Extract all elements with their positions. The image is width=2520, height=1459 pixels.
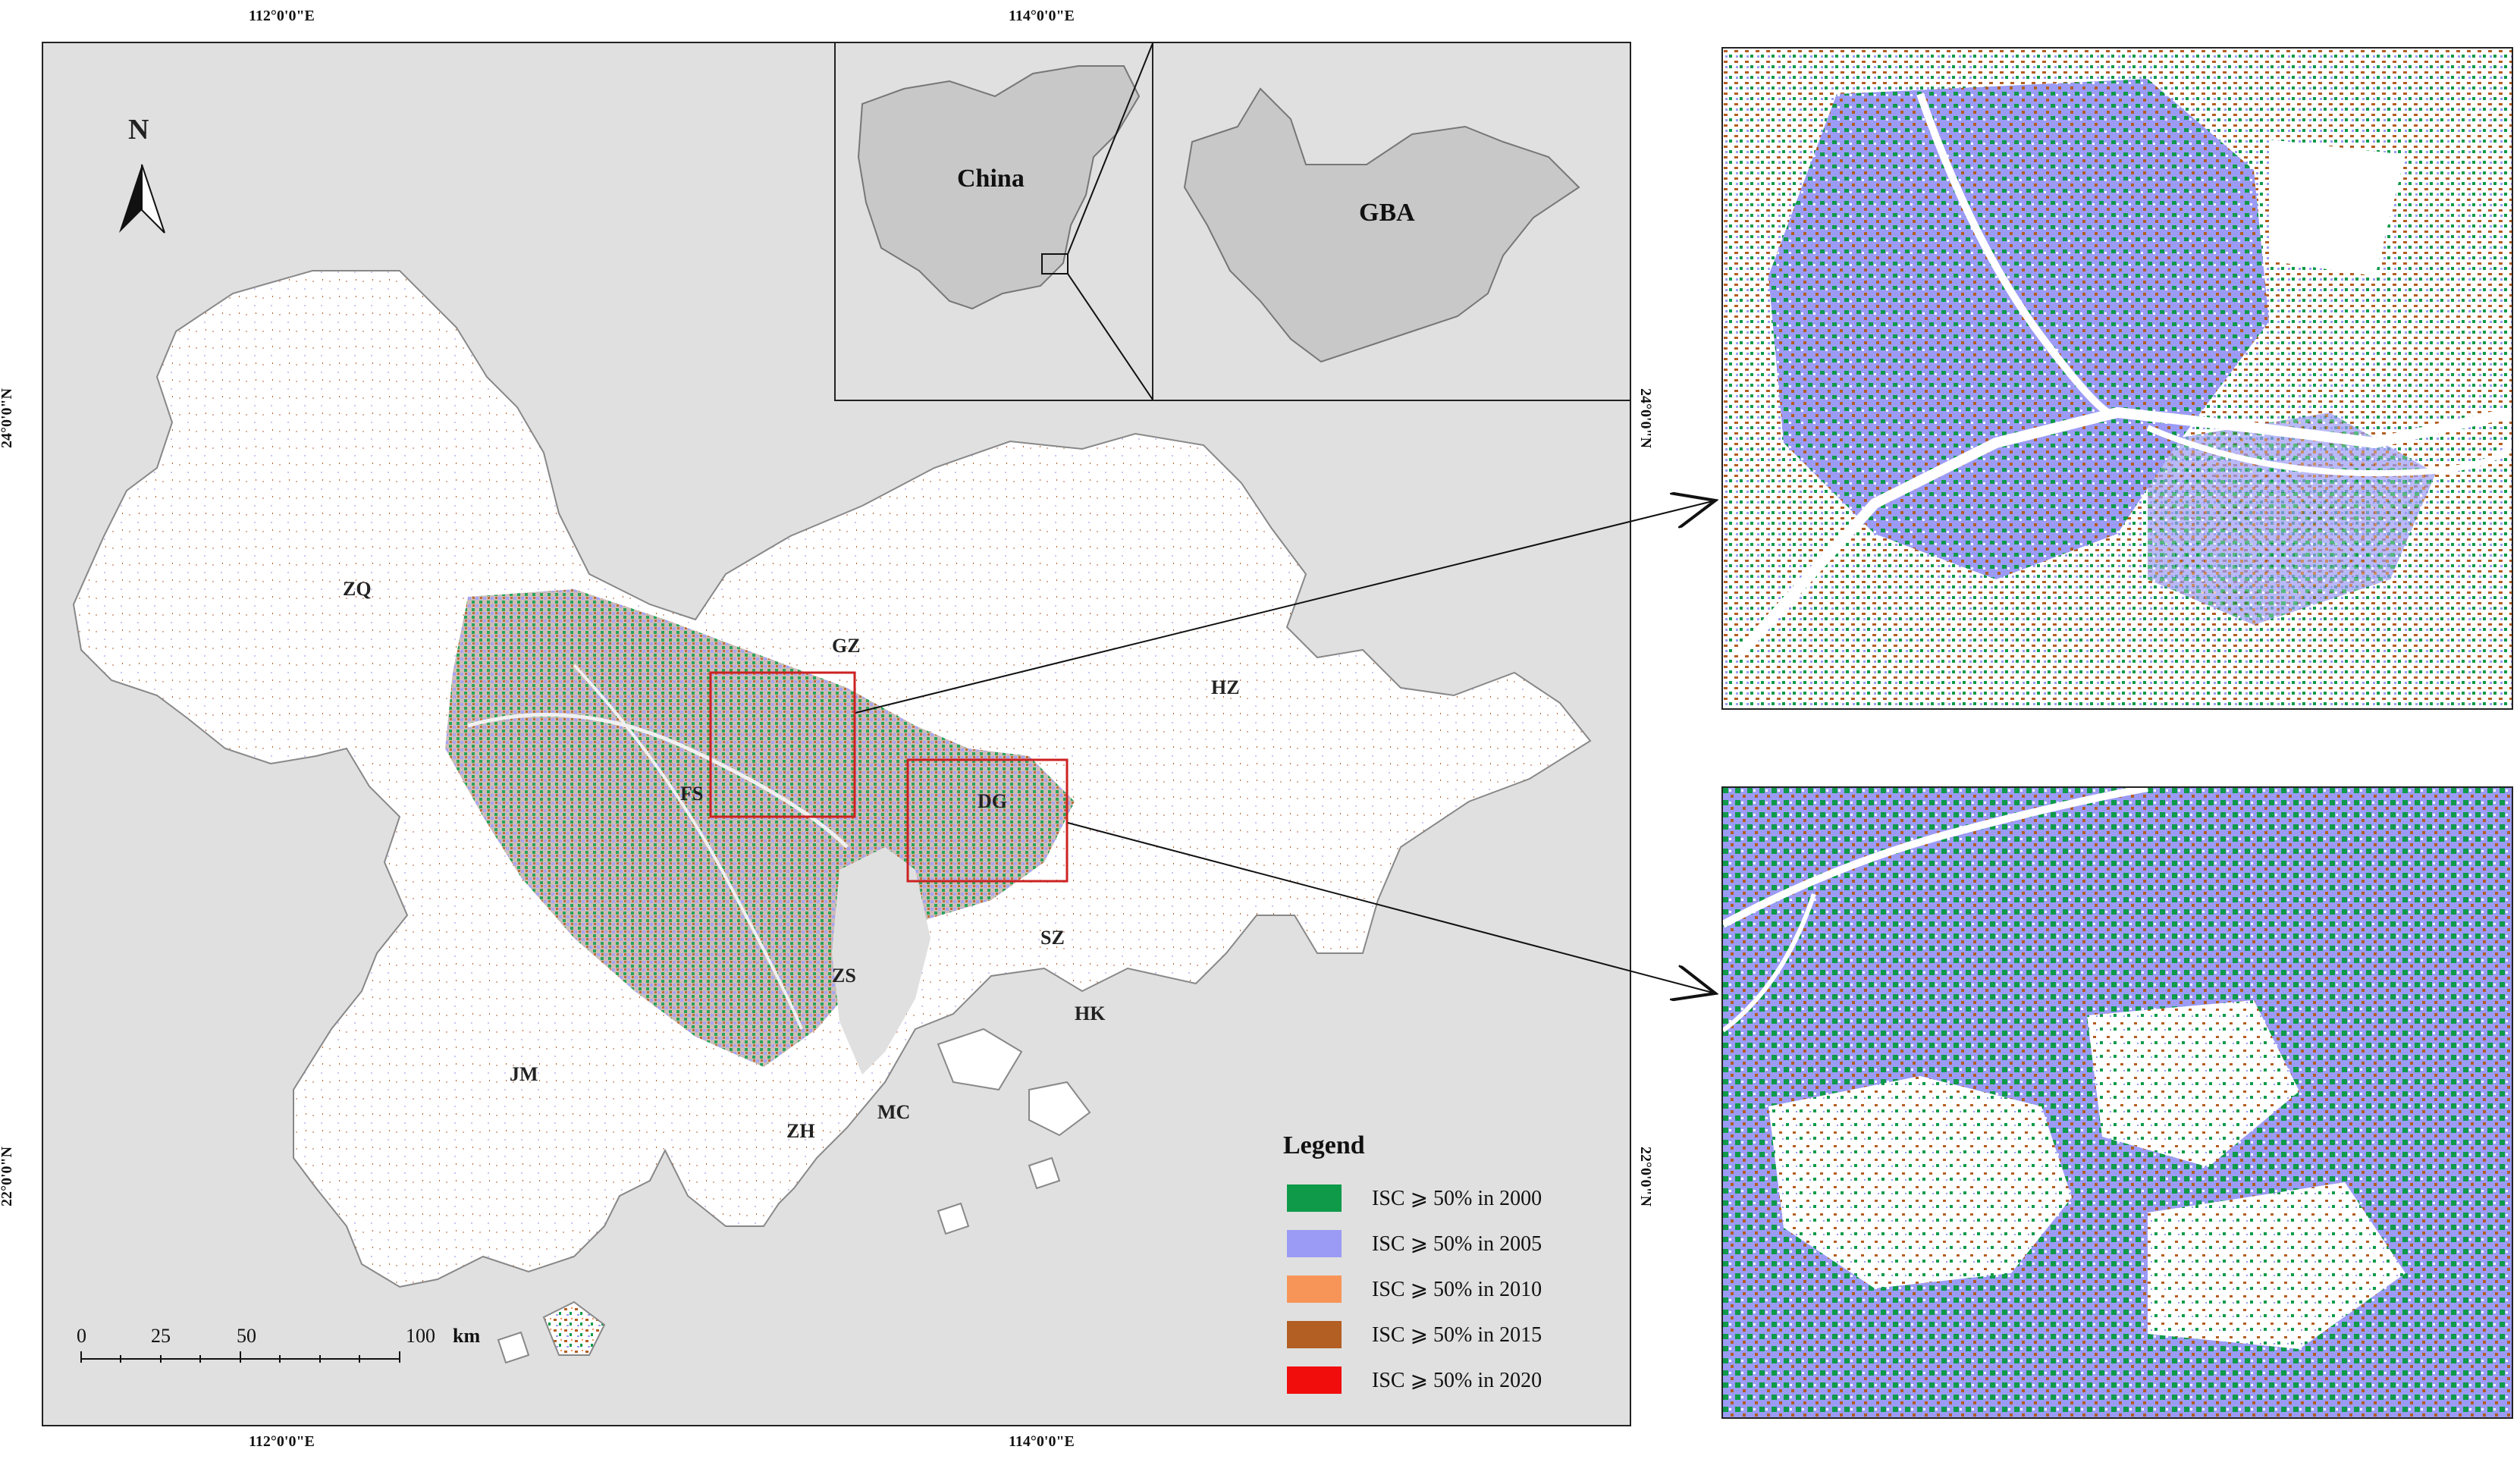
zoom-panel-guangzhou[interactable] [1721, 47, 2513, 710]
zoom-panel-dongguan[interactable] [1721, 786, 2513, 1419]
legend-swatch [1287, 1321, 1342, 1348]
legend-label: ISC ⩾ 50% in 2020 [1372, 1369, 1542, 1392]
legend-label: ISC ⩾ 50% in 2015 [1372, 1323, 1542, 1347]
main-map[interactable]: N ZQ GZ HZ FS DG SZ ZS HK JM ZH MC China… [42, 42, 1631, 1426]
inset-svg [857, 43, 1580, 400]
lon-label-top-114: 114°0'0"E [1009, 8, 1075, 24]
city-label-zh: ZH [786, 1120, 815, 1142]
north-arrow-label: N [128, 114, 149, 146]
city-label-jm: JM [510, 1063, 538, 1085]
city-label-gz: GZ [832, 635, 861, 657]
city-label-zq: ZQ [343, 578, 372, 600]
zoom-panel-dongguan-svg [1723, 788, 2512, 1417]
lon-label-bottom-112: 112°0'0"E [249, 1433, 315, 1450]
city-label-zs: ZS [832, 965, 856, 987]
city-label-dg: DG [978, 790, 1007, 812]
city-label-hz: HZ [1211, 676, 1240, 698]
inset-label-gba: GBA [1359, 199, 1415, 227]
legend-item: ISC ⩾ 50% in 2000 [1287, 1184, 1542, 1212]
legend-swatch [1287, 1366, 1342, 1394]
scale-tick-100: 100 [406, 1325, 435, 1347]
scale-tick-0: 0 [77, 1325, 86, 1347]
zoom-panel-guangzhou-svg [1723, 49, 2512, 708]
lon-label-top-112: 112°0'0"E [249, 8, 315, 24]
city-label-fs: FS [680, 783, 704, 805]
city-label-hk: HK [1075, 1002, 1106, 1024]
legend-label: ISC ⩾ 50% in 2005 [1372, 1232, 1542, 1256]
zoom-box-guangzhou [709, 671, 856, 818]
legend-swatch [1287, 1275, 1342, 1303]
urban-core [445, 589, 1075, 1067]
inset-locator-map: China GBA [834, 43, 1630, 401]
legend-item: ISC ⩾ 50% in 2020 [1287, 1366, 1542, 1394]
legend-title: Legend [1283, 1131, 1365, 1159]
scale-unit: km [453, 1325, 481, 1347]
scale-bar-graphic [80, 1351, 400, 1363]
legend-swatch [1287, 1230, 1342, 1257]
lat-label-left-22: 22°0'0"N [0, 1146, 16, 1207]
lat-label-right-24: 24°0'0"N [1637, 387, 1655, 449]
gba-outline-inset [1183, 87, 1580, 363]
legend-label: ISC ⩾ 50% in 2000 [1372, 1187, 1542, 1210]
inset-label-china: China [957, 165, 1025, 193]
legend-item: ISC ⩾ 50% in 2005 [1287, 1230, 1542, 1257]
city-label-sz: SZ [1040, 927, 1065, 949]
china-outline [857, 65, 1141, 310]
legend-label: ISC ⩾ 50% in 2010 [1372, 1278, 1542, 1301]
pearl-river-estuary [832, 847, 930, 1075]
legend-item: ISC ⩾ 50% in 2010 [1287, 1275, 1542, 1303]
scale-tick-50: 50 [237, 1325, 256, 1347]
city-label-mc: MC [877, 1101, 911, 1123]
legend-item: ISC ⩾ 50% in 2015 [1287, 1321, 1542, 1348]
zoom-box-dongguan [906, 758, 1069, 883]
lon-label-bottom-114: 114°0'0"E [1009, 1433, 1075, 1450]
lat-label-left-24: 24°0'0"N [0, 387, 16, 449]
china-locator-box [1041, 253, 1069, 275]
legend-swatch [1287, 1184, 1342, 1212]
scale-tick-25: 25 [151, 1325, 171, 1347]
lat-label-right-22: 22°0'0"N [1637, 1146, 1655, 1207]
north-arrow-icon [119, 164, 165, 234]
